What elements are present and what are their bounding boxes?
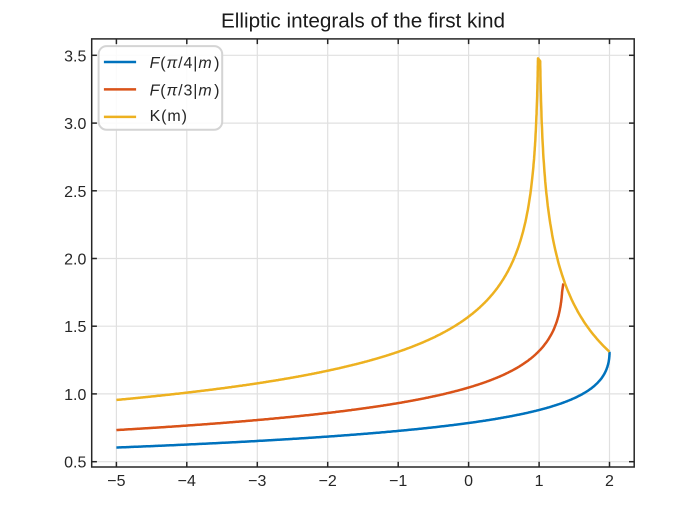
svg-text:F(π/4|m): F(π/4|m) (150, 55, 221, 72)
svg-text:2.0: 2.0 (64, 252, 86, 269)
svg-text:−2: −2 (319, 473, 337, 490)
svg-text:1: 1 (535, 473, 544, 490)
svg-text:3.0: 3.0 (64, 116, 86, 133)
svg-text:3.5: 3.5 (64, 48, 86, 65)
svg-text:1.5: 1.5 (64, 319, 86, 336)
svg-text:−4: −4 (178, 473, 196, 490)
svg-text:2: 2 (605, 473, 614, 490)
svg-text:0.5: 0.5 (64, 455, 86, 472)
svg-text:F(π/3|m): F(π/3|m) (150, 82, 221, 99)
svg-text:2.5: 2.5 (64, 184, 86, 201)
svg-text:Elliptic integrals of the firs: Elliptic integrals of the first kind (221, 10, 505, 33)
svg-text:−1: −1 (389, 473, 407, 490)
svg-text:0: 0 (464, 473, 473, 490)
svg-text:K(m): K(m) (150, 108, 188, 125)
svg-text:1.0: 1.0 (64, 387, 86, 404)
svg-text:−5: −5 (107, 473, 125, 490)
svg-text:−3: −3 (248, 473, 266, 490)
